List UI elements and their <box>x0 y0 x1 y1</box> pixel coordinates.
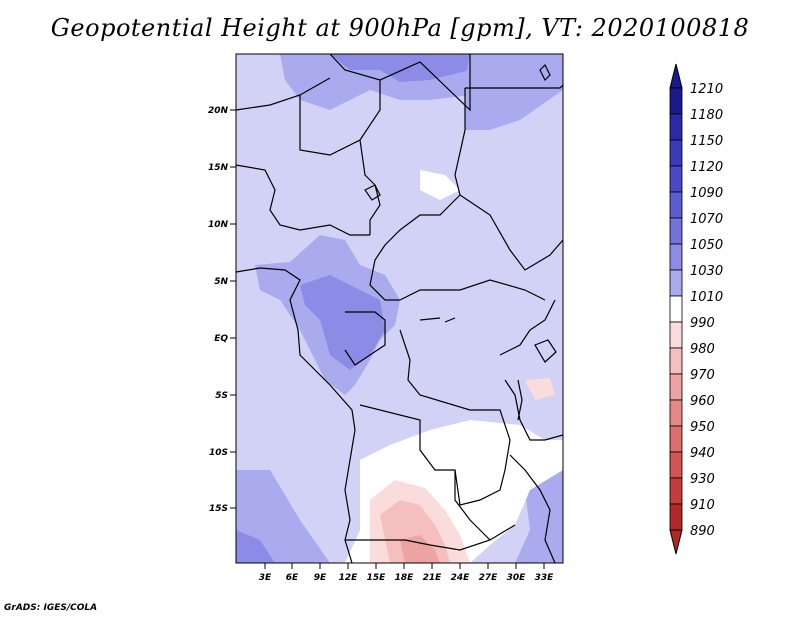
field-low-980 <box>380 500 450 563</box>
lon-tick-18e: 18E <box>395 573 415 583</box>
colorbar-segment <box>669 269 683 297</box>
colorbar-segment <box>669 399 683 427</box>
colorbar-segment <box>669 477 683 505</box>
field-east-990 <box>525 378 555 400</box>
colorbar-label: 1050 <box>690 238 723 253</box>
colorbar-segment <box>669 321 683 349</box>
colorbar-label: 1210 <box>690 82 723 97</box>
lat-tick-15n: 15N <box>208 163 229 173</box>
lon-tick-9e: 9E <box>314 573 327 583</box>
colorbar-label: 970 <box>690 368 715 383</box>
lon-axis: 3E 6E 9E 12E 15E 18E 21E 24E 27E 30E 33E <box>259 563 554 583</box>
borders <box>236 54 563 563</box>
colorbar-segment <box>669 295 683 323</box>
lat-tick-5s: 5S <box>215 391 228 401</box>
colorbar-label: 910 <box>690 498 715 513</box>
colorbar-label: 1010 <box>690 290 723 305</box>
lat-tick-10n: 10N <box>208 220 229 230</box>
colorbar-label: 940 <box>690 446 715 461</box>
lon-tick-15e: 15E <box>367 573 387 583</box>
height-field <box>236 54 563 563</box>
lon-tick-30e: 30E <box>507 573 527 583</box>
colorbar-segment <box>669 451 683 479</box>
field-southwest-1050 <box>236 470 330 563</box>
map-frame <box>235 53 564 564</box>
colorbar-label: 1090 <box>690 186 723 201</box>
field-southwest-1070 <box>236 530 275 563</box>
colorbar-bottom-arrow <box>669 529 683 555</box>
colorbar: 1210 1180 1150 1120 1090 1070 1050 1030 1010 990 9… <box>669 63 723 555</box>
lat-tick-20n: 20N <box>208 106 229 116</box>
colorbar-label: 980 <box>690 342 715 357</box>
lon-tick-24e: 24E <box>451 573 471 583</box>
lon-tick-6e: 6E <box>286 573 299 583</box>
lon-tick-3e: 3E <box>259 573 272 583</box>
colorbar-segment <box>669 139 683 167</box>
colorbar-top-arrow <box>669 63 683 89</box>
colorbar-label: 1030 <box>690 264 723 279</box>
colorbar-segment <box>669 113 683 141</box>
colorbar-segment <box>669 425 683 453</box>
field-north-1070 <box>330 54 470 82</box>
lon-tick-27e: 27E <box>479 573 499 583</box>
colorbar-label: 930 <box>690 472 715 487</box>
colorbar-label: 950 <box>690 420 715 435</box>
colorbar-label: 1070 <box>690 212 723 227</box>
lat-tick-10s: 10S <box>209 448 228 458</box>
lat-tick-15s: 15S <box>209 504 228 514</box>
lon-tick-33e: 33E <box>535 573 555 583</box>
lon-tick-21e: 21E <box>423 573 443 583</box>
field-low-970 <box>400 535 440 563</box>
lat-axis: 20N 15N 10N 5N EQ 5S 10S 15S <box>208 106 236 514</box>
field-northeast-1050 <box>465 54 563 130</box>
colorbar-label: 890 <box>690 524 715 539</box>
colorbar-label: 1180 <box>690 108 723 123</box>
colorbar-segment <box>669 243 683 271</box>
lat-tick-5n: 5N <box>214 277 228 287</box>
colorbar-segment <box>669 503 683 531</box>
colorbar-label: 990 <box>690 316 715 331</box>
chart-title: Geopotential Height at 900hPa [gpm], VT:… <box>50 14 750 42</box>
lon-tick-12e: 12E <box>339 573 359 583</box>
colorbar-segment <box>669 217 683 245</box>
colorbar-segment <box>669 373 683 401</box>
field-sahel-1010 <box>420 170 460 200</box>
colorbar-segment <box>669 165 683 193</box>
colorbar-segment <box>669 87 683 115</box>
lat-tick-eq: EQ <box>214 334 228 344</box>
colorbar-label: 1150 <box>690 134 723 149</box>
colorbar-segment <box>669 347 683 375</box>
grads-credit: GrADS: IGES/COLA <box>4 603 98 613</box>
field-central-1070 <box>300 275 385 370</box>
colorbar-label: 1120 <box>690 160 723 175</box>
colorbar-label: 960 <box>690 394 715 409</box>
colorbar-segment <box>669 191 683 219</box>
